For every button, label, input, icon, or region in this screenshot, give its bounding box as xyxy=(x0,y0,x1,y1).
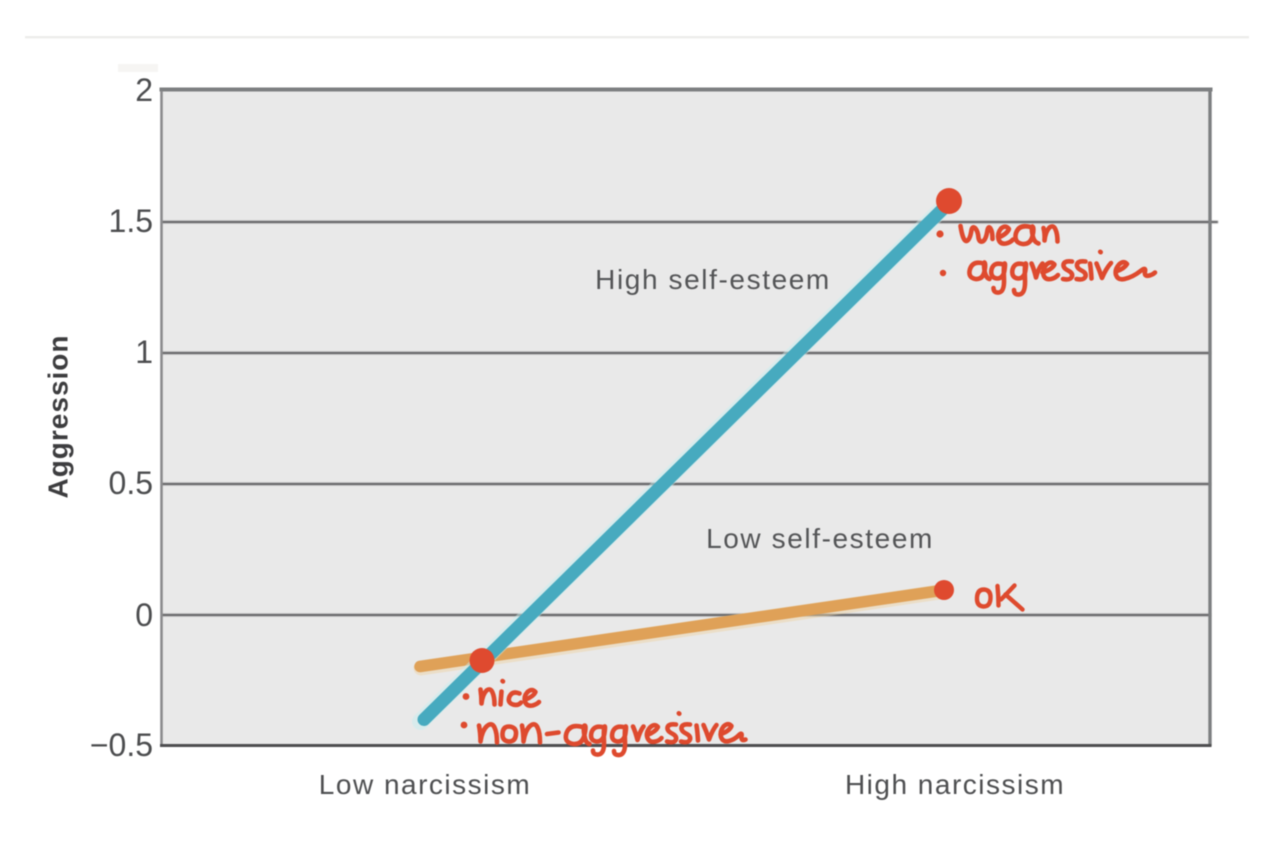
svg-text:−0.5: −0.5 xyxy=(90,727,153,763)
svg-text:1: 1 xyxy=(135,334,153,370)
svg-text:Low narcissism: Low narcissism xyxy=(319,769,531,800)
svg-text:Low self-esteem: Low self-esteem xyxy=(706,523,934,554)
svg-text:High self-esteem: High self-esteem xyxy=(595,264,831,295)
svg-text:Aggression: Aggression xyxy=(43,334,74,498)
svg-text:1.5: 1.5 xyxy=(109,203,153,239)
svg-text:High narcissism: High narcissism xyxy=(845,769,1065,800)
svg-text:2: 2 xyxy=(135,72,153,108)
svg-text:0: 0 xyxy=(135,597,153,633)
svg-text:0.5: 0.5 xyxy=(109,465,153,501)
